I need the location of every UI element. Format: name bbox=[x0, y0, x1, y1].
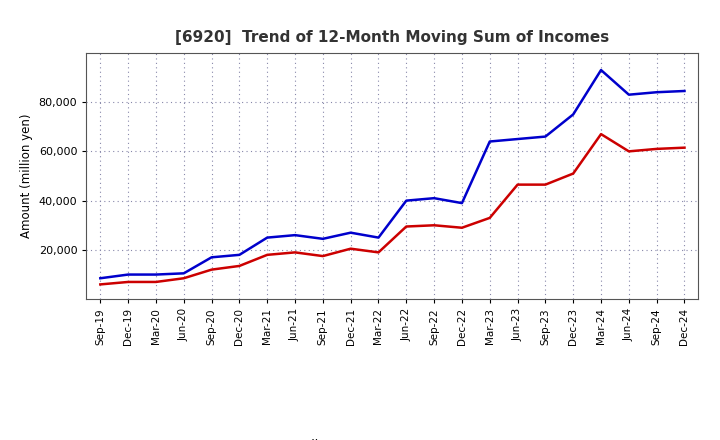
Net Income bbox=[235, 263, 243, 268]
Line: Ordinary Income: Ordinary Income bbox=[100, 70, 685, 278]
Net Income bbox=[318, 253, 327, 259]
Net Income bbox=[374, 250, 383, 255]
Ordinary Income bbox=[513, 136, 522, 142]
Ordinary Income bbox=[680, 88, 689, 94]
Net Income bbox=[680, 145, 689, 150]
Net Income bbox=[96, 282, 104, 287]
Y-axis label: Amount (million yen): Amount (million yen) bbox=[20, 114, 33, 238]
Ordinary Income bbox=[235, 252, 243, 257]
Net Income bbox=[569, 171, 577, 176]
Line: Net Income: Net Income bbox=[100, 134, 685, 284]
Ordinary Income bbox=[96, 275, 104, 281]
Title: [6920]  Trend of 12-Month Moving Sum of Incomes: [6920] Trend of 12-Month Moving Sum of I… bbox=[175, 29, 610, 45]
Net Income bbox=[263, 252, 271, 257]
Ordinary Income bbox=[485, 139, 494, 144]
Net Income bbox=[513, 182, 522, 187]
Ordinary Income bbox=[458, 201, 467, 206]
Net Income bbox=[207, 267, 216, 272]
Ordinary Income bbox=[597, 67, 606, 73]
Ordinary Income bbox=[569, 112, 577, 117]
Net Income bbox=[652, 146, 661, 151]
Net Income bbox=[124, 279, 132, 285]
Net Income bbox=[346, 246, 355, 251]
Legend: Ordinary Income, Net Income: Ordinary Income, Net Income bbox=[246, 433, 539, 440]
Ordinary Income bbox=[263, 235, 271, 240]
Net Income bbox=[179, 275, 188, 281]
Ordinary Income bbox=[318, 236, 327, 242]
Net Income bbox=[485, 215, 494, 220]
Ordinary Income bbox=[291, 232, 300, 238]
Ordinary Income bbox=[207, 255, 216, 260]
Ordinary Income bbox=[152, 272, 161, 277]
Ordinary Income bbox=[124, 272, 132, 277]
Net Income bbox=[152, 279, 161, 285]
Net Income bbox=[458, 225, 467, 231]
Ordinary Income bbox=[541, 134, 550, 139]
Ordinary Income bbox=[652, 90, 661, 95]
Ordinary Income bbox=[624, 92, 633, 97]
Ordinary Income bbox=[179, 271, 188, 276]
Ordinary Income bbox=[374, 235, 383, 240]
Net Income bbox=[291, 250, 300, 255]
Ordinary Income bbox=[430, 195, 438, 201]
Ordinary Income bbox=[346, 230, 355, 235]
Ordinary Income bbox=[402, 198, 410, 203]
Net Income bbox=[541, 182, 550, 187]
Net Income bbox=[597, 132, 606, 137]
Net Income bbox=[402, 224, 410, 229]
Net Income bbox=[430, 223, 438, 228]
Net Income bbox=[624, 149, 633, 154]
